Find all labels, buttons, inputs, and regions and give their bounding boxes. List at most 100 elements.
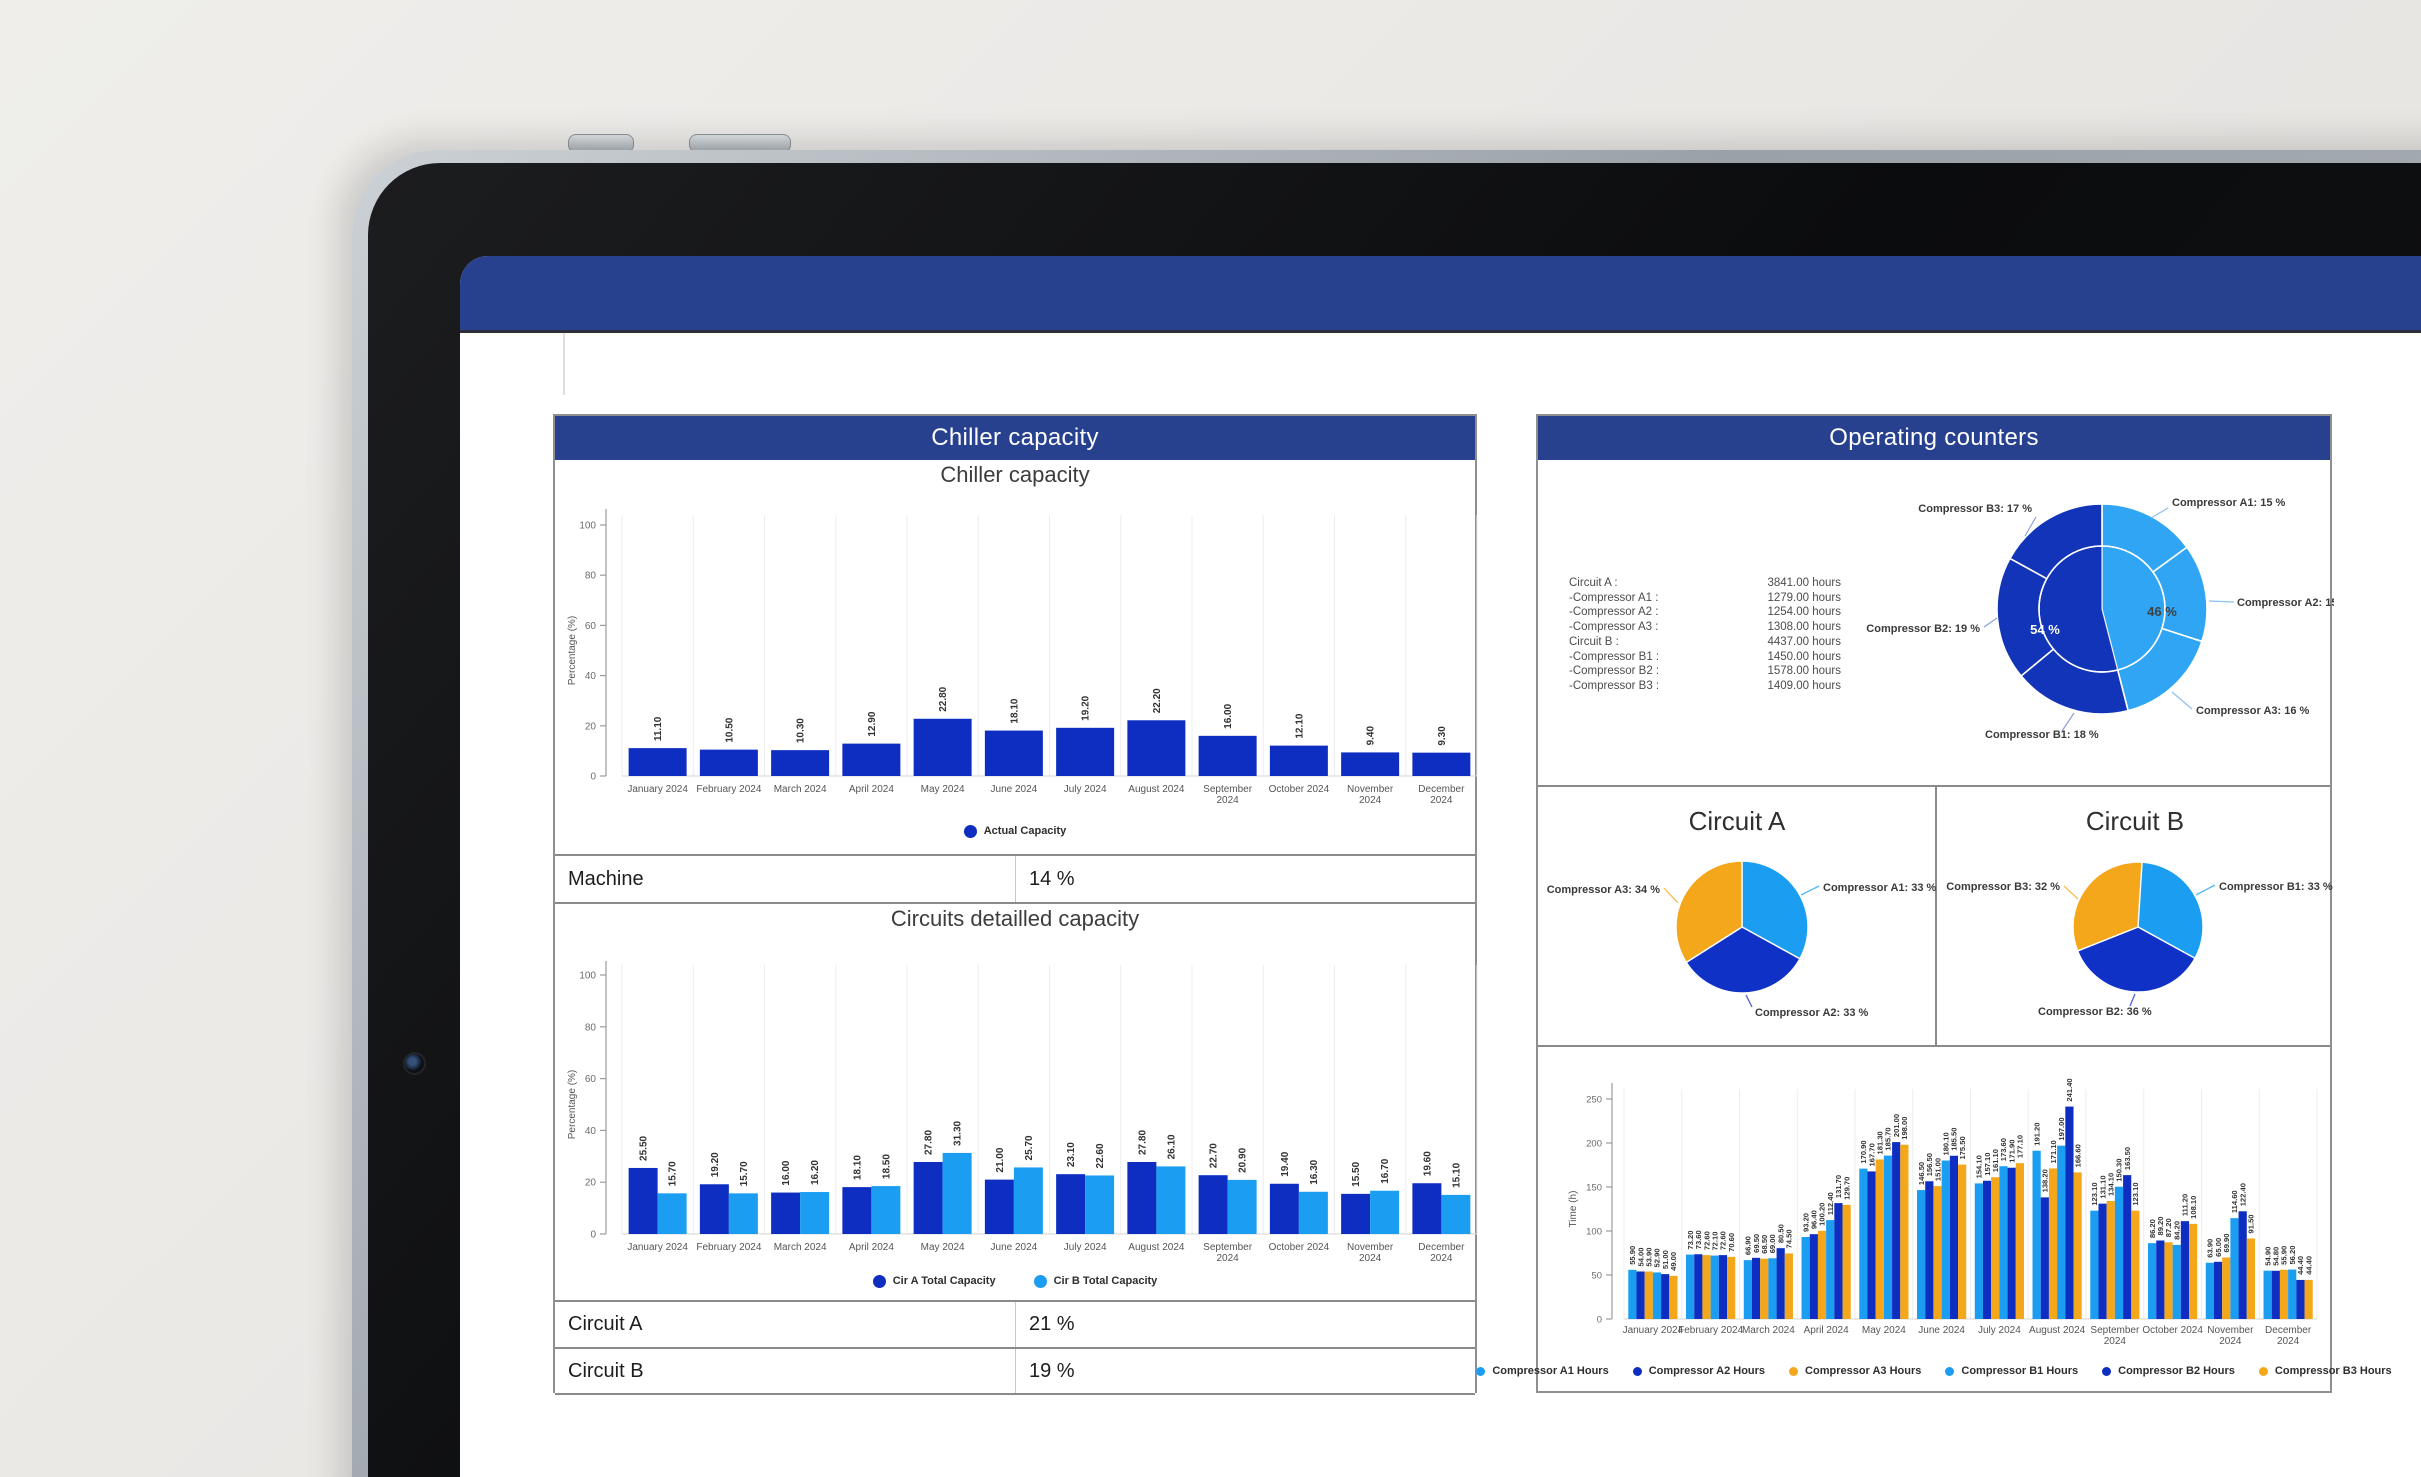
svg-text:April 2024: April 2024 [849,1242,894,1253]
legend-color-dot [1789,1366,1799,1376]
svg-text:2024: 2024 [2277,1336,2300,1347]
svg-text:15.70: 15.70 [668,1161,679,1186]
hours-row-label: -Compressor B1 : [1569,650,1660,663]
svg-text:December: December [1418,784,1465,795]
svg-text:2024: 2024 [1359,795,1382,806]
svg-text:53.90: 53.90 [1645,1248,1654,1267]
operating-counters-panel: Operating counters Circuit A : 3841.00 ho… [1476,414,2392,1393]
svg-text:May 2024: May 2024 [921,784,965,795]
svg-text:170.90: 170.90 [1859,1140,1868,1163]
svg-text:18.50: 18.50 [881,1154,892,1179]
svg-text:Compressor B2: 36 %: Compressor B2: 36 % [2038,1006,2152,1018]
circuit-a-row-label: Circuit A [568,1313,643,1335]
svg-text:93.20: 93.20 [1801,1213,1810,1232]
legend-item: Cir A Total Capacity [872,1274,996,1288]
svg-text:20: 20 [585,721,597,732]
svg-text:44.40: 44.40 [2304,1256,2313,1275]
svg-text:69.90: 69.90 [2222,1233,2231,1252]
svg-text:19.40: 19.40 [1280,1151,1291,1176]
svg-text:March 2024: March 2024 [1742,1325,1795,1336]
hours-row-value: 1254.00 hours [1767,606,1841,619]
svg-text:52.90: 52.90 [1653,1248,1662,1267]
circuit-b-row-value: 19 % [1029,1359,1075,1382]
legend-color-dot [2258,1366,2268,1376]
svg-text:49.00: 49.00 [1669,1252,1678,1271]
svg-text:Compressor A3: 16 %: Compressor A3: 16 % [2196,705,2310,717]
svg-text:Compressor B2: 19 %: Compressor B2: 19 % [1866,623,1980,635]
svg-text:156.50: 156.50 [1925,1153,1934,1176]
svg-text:12.10: 12.10 [1294,713,1305,738]
svg-text:20.90: 20.90 [1238,1147,1249,1172]
svg-text:May 2024: May 2024 [1862,1325,1906,1336]
svg-text:200: 200 [1586,1139,1602,1150]
svg-text:19.20: 19.20 [1081,695,1092,720]
svg-text:2024: 2024 [1430,1253,1453,1264]
hours-row-value: 1279.00 hours [1767,591,1841,604]
svg-text:112.40: 112.40 [1826,1192,1835,1215]
svg-text:173.60: 173.60 [1999,1138,2008,1161]
operating-hours-row: -Compressor A2 : 1254.00 hours [1569,605,1841,620]
machine-row-label: Machine [568,867,644,890]
svg-text:16.30: 16.30 [1309,1159,1320,1184]
svg-text:177.10: 177.10 [2016,1135,2025,1158]
svg-text:54 %: 54 % [2030,622,2060,637]
svg-text:Compressor A2: 33 %: Compressor A2: 33 % [1755,1007,1869,1019]
svg-text:151.00: 151.00 [1933,1158,1942,1181]
operating-hours-row: Circuit B : 4437.00 hours [1569,635,1841,650]
svg-text:January 2024: January 2024 [627,1242,688,1253]
svg-text:2024: 2024 [1430,795,1453,806]
svg-text:June 2024: June 2024 [1918,1325,1965,1336]
app-screen: Chiller capacity Chiller capacity 0 20 40 6… [460,256,2421,1477]
svg-text:100: 100 [579,521,596,532]
svg-text:June 2024: June 2024 [991,784,1038,795]
chiller-panel-header: Chiller capacity [555,416,1475,460]
hours-row-label: Circuit A : [1569,577,1618,589]
svg-text:40: 40 [585,671,597,682]
hours-row-label: -Compressor A2 : [1569,606,1659,619]
svg-text:72.10: 72.10 [1710,1232,1719,1251]
circuit-a-pie-title: Circuit A [1688,806,1786,836]
legend-color-dot [963,824,977,838]
legend-item: Cir B Total Capacity [1033,1274,1157,1288]
hours-row-value: 1578.00 hours [1767,665,1841,678]
svg-text:131.70: 131.70 [1834,1175,1843,1198]
svg-text:Compressor B3: 17 %: Compressor B3: 17 % [1918,503,2032,515]
machine-capacity-row: Machine 14 % [555,854,1475,904]
svg-text:February 2024: February 2024 [696,784,761,795]
svg-text:19.60: 19.60 [1422,1151,1433,1176]
svg-text:9.30: 9.30 [1437,726,1448,746]
svg-text:123.10: 123.10 [2090,1182,2099,1205]
svg-text:Compressor B1: 33 %: Compressor B1: 33 % [2219,881,2333,893]
svg-text:27.80: 27.80 [924,1130,935,1155]
svg-text:197.00: 197.00 [2057,1117,2066,1140]
svg-text:11.10: 11.10 [653,716,664,741]
operating-hours-row: Circuit A : 3841.00 hours [1569,576,1841,591]
circuit-b-pie-title: Circuit B [2085,806,2185,836]
circuit-pie-charts: Compressor A1: 33 % Compressor A2: 33 % Co… [1547,860,2333,1019]
svg-text:16.70: 16.70 [1380,1158,1391,1183]
svg-text:Percentage (%): Percentage (%) [567,1070,578,1139]
compressor-hours-sunburst-chart: Compressor A1: 15 % Compressor A2: 15 Comp… [1866,497,2334,741]
svg-text:108.10: 108.10 [2189,1196,2198,1219]
svg-text:27.80: 27.80 [1137,1130,1148,1155]
svg-text:123.10: 123.10 [2131,1182,2140,1205]
svg-text:December: December [2265,1325,2312,1336]
svg-text:167.70: 167.70 [1867,1143,1876,1166]
svg-text:Compressor A2: 15: Compressor A2: 15 [2237,597,2334,609]
hours-row-label: -Compressor A3 : [1569,621,1659,634]
svg-text:November: November [1347,784,1394,795]
svg-text:146.50: 146.50 [1917,1162,1926,1185]
svg-text:54.00: 54.00 [1636,1247,1645,1266]
svg-text:16.00: 16.00 [781,1160,792,1185]
svg-text:163.50: 163.50 [2123,1147,2132,1170]
svg-text:80.50: 80.50 [1776,1224,1785,1243]
circuits-detailed-bar-chart: 0 20 40 60 80 100 Percentage (%) 25.50 15.70 Janu… [567,961,1478,1264]
svg-text:191.20: 191.20 [2032,1123,2041,1146]
circuit-a-row-value: 21 % [1029,1313,1075,1335]
svg-text:100: 100 [1586,1227,1602,1238]
svg-text:Compressor A3: 34 %: Compressor A3: 34 % [1547,884,1661,896]
app-header-bar [460,256,2421,333]
svg-text:86.20: 86.20 [2148,1219,2157,1238]
svg-text:May 2024: May 2024 [921,1242,965,1253]
